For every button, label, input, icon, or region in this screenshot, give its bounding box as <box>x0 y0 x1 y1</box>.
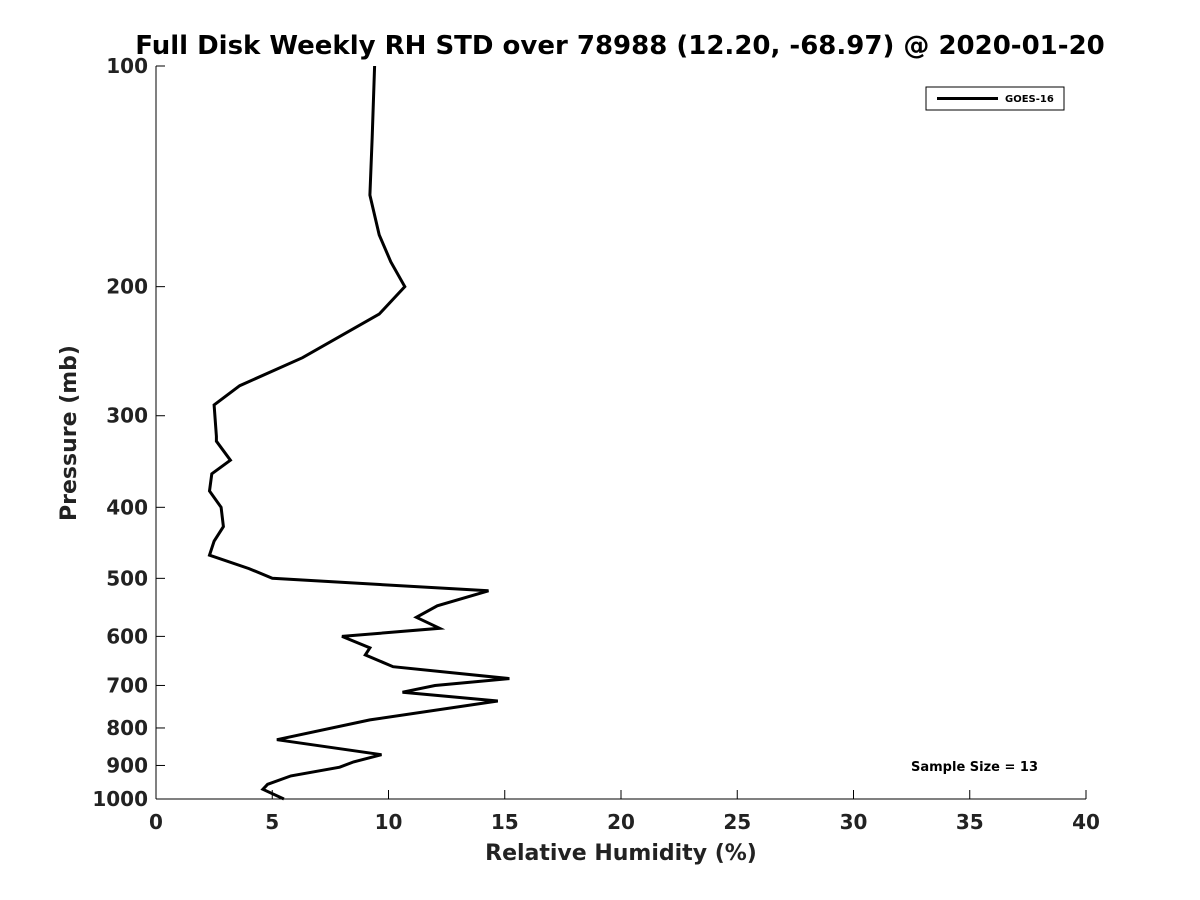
legend-label: GOES-16 <box>1005 94 1054 105</box>
chart-title: Full Disk Weekly RH STD over 78988 (12.2… <box>135 31 1105 61</box>
x-tick-label: 40 <box>1072 810 1100 834</box>
y-tick-label: 800 <box>106 716 148 740</box>
x-tick-label: 0 <box>149 810 163 834</box>
x-tick-label: 35 <box>956 810 984 834</box>
y-tick-label: 300 <box>106 404 148 428</box>
y-ticks: 100 200 300 400 500 600 700 800 900 1000 <box>92 54 165 811</box>
x-tick-label: 25 <box>723 810 751 834</box>
y-tick-label: 900 <box>106 753 148 777</box>
series-group <box>207 65 510 801</box>
series-line-goes-16 <box>207 65 510 801</box>
x-tick-label: 20 <box>607 810 635 834</box>
y-axis-label: Pressure (mb) <box>57 345 82 521</box>
legend: GOES-16 <box>925 86 1065 111</box>
y-tick-label: 1000 <box>92 787 148 811</box>
x-tick-label: 30 <box>840 810 868 834</box>
plot-axes <box>155 66 1086 800</box>
y-tick-label: 400 <box>106 495 148 519</box>
sample-size-annotation: Sample Size = 13 <box>911 760 1038 775</box>
y-tick-label: 600 <box>106 624 148 648</box>
x-axis-label: Relative Humidity (%) <box>485 841 757 866</box>
y-tick-label: 200 <box>106 275 148 299</box>
y-tick-label: 100 <box>106 54 148 78</box>
y-tick-label: 500 <box>106 566 148 590</box>
x-tick-label: 10 <box>375 810 403 834</box>
x-tick-label: 5 <box>265 810 279 834</box>
x-tick-label: 15 <box>491 810 519 834</box>
x-ticks: 0 5 10 15 20 25 30 35 40 <box>149 790 1100 834</box>
y-tick-label: 700 <box>106 673 148 697</box>
